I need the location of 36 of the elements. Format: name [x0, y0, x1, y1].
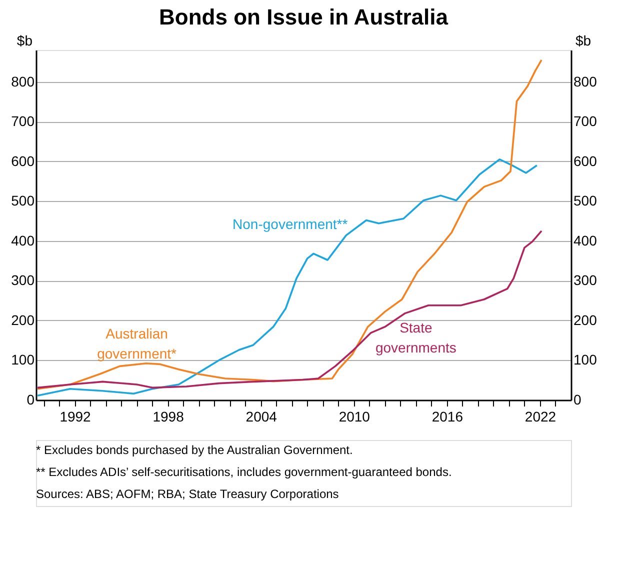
y2-tick-label: 700	[574, 113, 598, 130]
y-tick-label: 400	[11, 232, 35, 248]
series-label: State governments	[375, 319, 456, 356]
x-tick-label: 2016	[432, 408, 464, 424]
y2-tick-label: 300	[574, 272, 598, 288]
y2-tick-label: 800	[574, 73, 598, 90]
y2-tick-label: 100	[574, 352, 598, 368]
x-tick-label: 1992	[60, 408, 92, 424]
y-tick-label: 500	[11, 192, 35, 209]
x-tick-label: 2010	[338, 408, 370, 424]
y-tick-label: 200	[11, 312, 35, 328]
chart-title: Bonds on Issue in Australia	[159, 4, 449, 30]
y2-tick-label: 200	[574, 312, 598, 328]
y2-tick-label: 500	[574, 192, 598, 209]
y2-tick-label: 400	[574, 232, 598, 248]
y-tick-label: 300	[11, 272, 35, 288]
y-tick-label: 0	[26, 392, 35, 408]
text: ** Excludes ADIs’ self-securitisations, includes government-guaranteed bonds.	[36, 465, 452, 479]
x-tick-label: 2004	[246, 408, 278, 424]
y-tick-label: 100	[11, 352, 35, 368]
y-axis-title: $b	[16, 32, 33, 48]
y2-axis-title: $b	[576, 32, 592, 48]
y-tick-label: 600	[11, 152, 35, 169]
series-label: Australian government*	[97, 325, 178, 362]
y-tick-label: 800	[11, 73, 35, 90]
y2-tick-label: 600	[574, 152, 598, 169]
x-tick-label: 1998	[152, 408, 184, 424]
line-series	[36, 230, 542, 389]
text: * Excludes bonds purchased by the Australian Government.	[36, 443, 353, 457]
source-note: Sources: ABS; AOFM; RBA; State Treasury Corporations	[36, 487, 339, 501]
y-tick-label: 700	[11, 113, 35, 130]
series-label: Non-government**	[232, 216, 348, 232]
line-series	[36, 59, 542, 390]
line-series	[36, 158, 538, 397]
x-tick-label: 2022	[524, 408, 556, 424]
y2-tick-label: 0	[574, 392, 582, 408]
